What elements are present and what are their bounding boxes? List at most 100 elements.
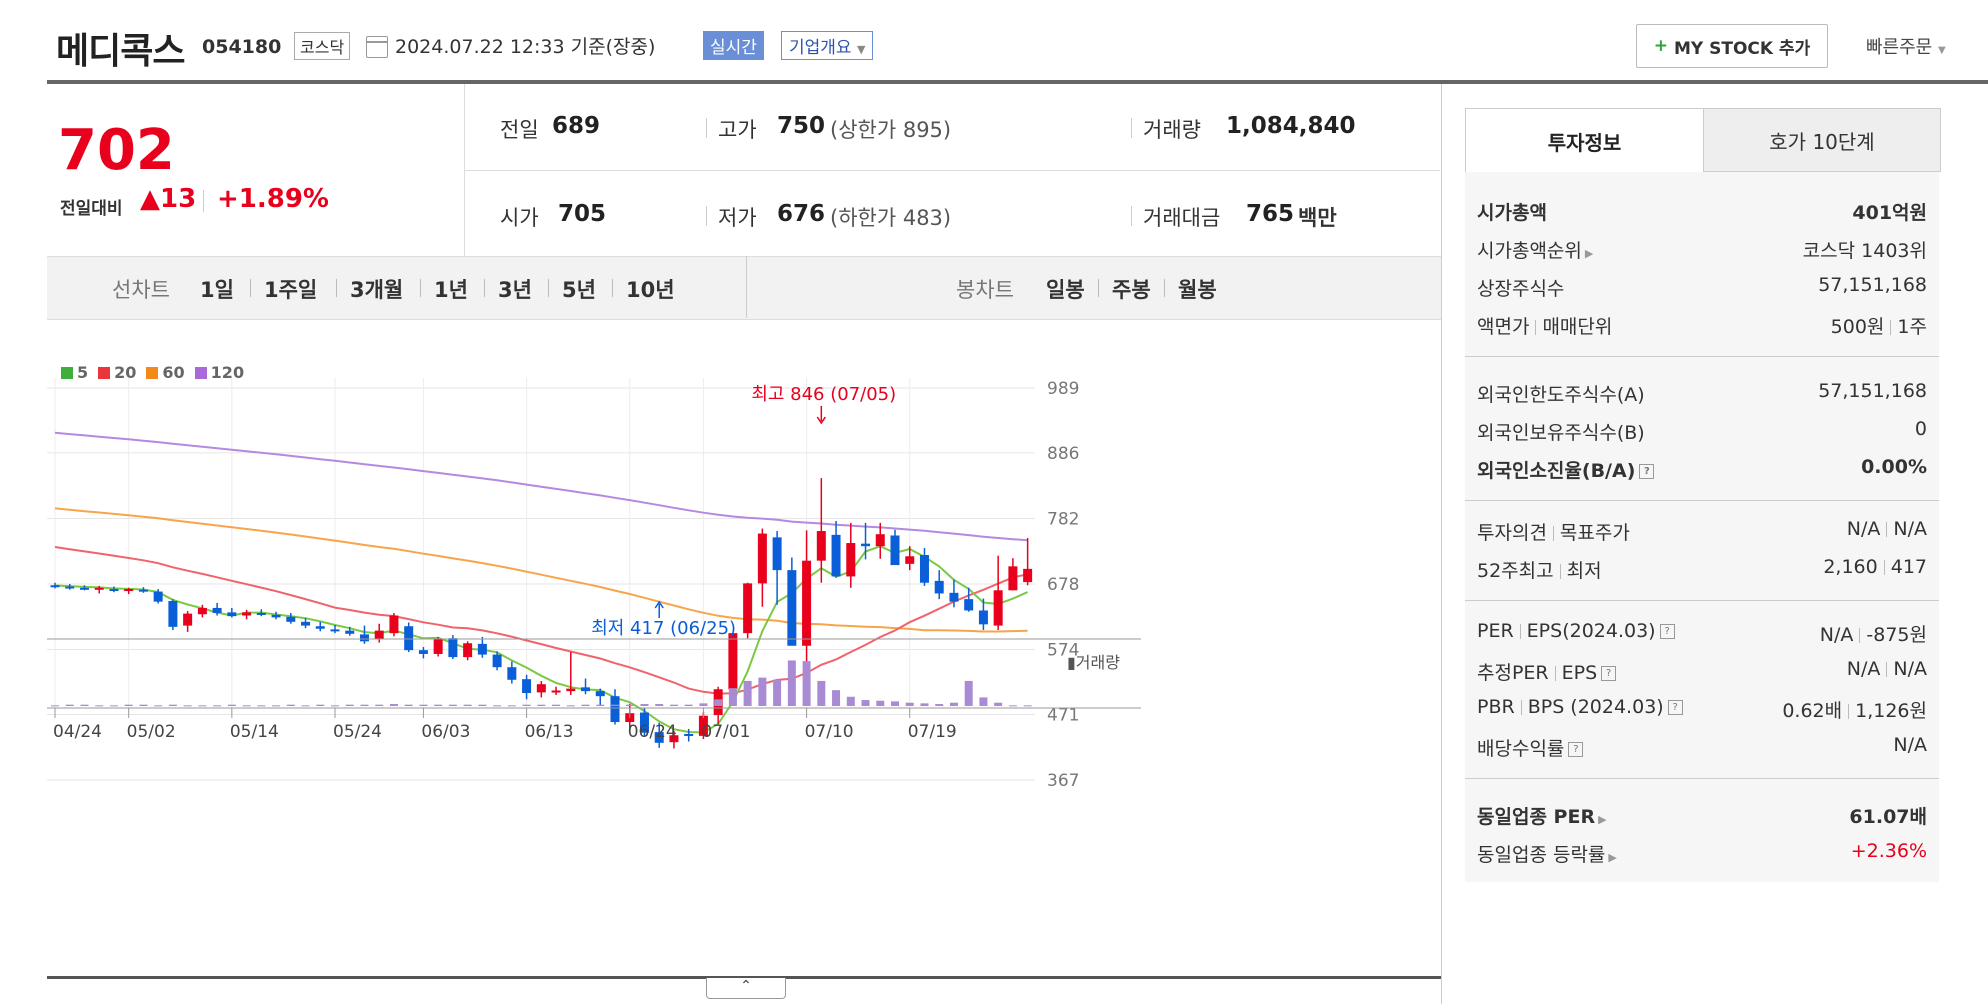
candle-body <box>94 587 104 590</box>
row-per-eps: PER EPS(2024.03)? N/A -875원 <box>1477 620 1927 646</box>
divider <box>464 170 1440 171</box>
period-1w[interactable]: 1주일 <box>264 278 318 302</box>
plus-icon: + <box>1653 36 1668 56</box>
row-est-per-eps: 추정PER EPS? N/A N/A <box>1477 658 1927 684</box>
candle-body <box>301 621 311 626</box>
y-tick-label: 989 <box>1047 379 1079 399</box>
chart-bottom-divider <box>47 976 1441 979</box>
candle-body <box>1023 568 1033 583</box>
high-value: 750 <box>777 113 826 139</box>
annotations: 최고 846 (07/05) 최저 417 (06/25) <box>591 384 896 639</box>
volume-bar <box>758 677 767 706</box>
volume-bar <box>493 705 502 707</box>
x-tick-label: 07/10 <box>805 722 854 742</box>
period-1d[interactable]: 1일 <box>200 278 234 302</box>
candle-body <box>463 643 473 658</box>
volume-bar <box>743 680 752 706</box>
trade-amount-label: 거래대금 <box>1143 206 1221 230</box>
volume-bar <box>861 700 870 706</box>
row-industry-change[interactable]: 동일업종 등락률 ▶ +2.36% <box>1477 840 1927 866</box>
max-arrow-head <box>816 416 826 425</box>
chevron-right-icon: ▶ <box>1598 813 1607 826</box>
legend-ma20: 20 <box>98 363 136 382</box>
help-icon[interactable]: ? <box>1601 666 1617 681</box>
chevron-right-icon: ▶ <box>1608 851 1617 864</box>
line-chart-label: 선차트 <box>112 278 170 302</box>
company-overview-label: 기업개요 <box>789 38 852 58</box>
volume-bar <box>832 690 841 706</box>
period-3m[interactable]: 3개월 <box>350 278 404 302</box>
quick-order-button[interactable]: 빠른주문 ▼ <box>1866 33 1946 59</box>
volume-bar <box>920 703 929 706</box>
x-tick-label: 06/24 <box>628 722 677 742</box>
x-tick-label: 05/24 <box>333 722 382 742</box>
period-weekly[interactable]: 주봉 <box>1112 278 1151 302</box>
candles <box>50 478 1033 749</box>
row-foreign-limit: 외국인한도주식수(A) 57,151,168 <box>1477 380 1927 406</box>
legend-ma120: 120 <box>194 363 244 382</box>
candle-body <box>65 586 75 589</box>
volume-bar <box>227 704 236 706</box>
row-industry-per[interactable]: 동일업종 PER ▶ 61.07배 <box>1477 806 1927 828</box>
divider <box>1465 778 1939 779</box>
period-3y[interactable]: 3년 <box>498 278 532 302</box>
invest-info-panel <box>1465 172 1939 882</box>
candle-body <box>345 630 355 634</box>
trade-amount-value: 765 <box>1246 201 1295 227</box>
row-52week: 52주최고 최저 2,160 417 <box>1477 556 1927 582</box>
volume-bar <box>596 704 605 706</box>
calendar-icon <box>366 36 388 58</box>
tab-invest-info[interactable]: 투자정보 <box>1465 108 1704 173</box>
legend-ma60: 60 <box>146 363 185 382</box>
open-value: 705 <box>558 201 607 227</box>
low-label: 저가 <box>718 206 757 230</box>
candle-body <box>153 591 163 602</box>
candle-body <box>964 599 974 611</box>
period-monthly[interactable]: 월봉 <box>1178 278 1217 302</box>
row-dividend: 배당수익률? N/A <box>1477 734 1927 760</box>
collapse-chart-button[interactable]: ⌃ <box>706 978 786 999</box>
help-icon[interactable]: ? <box>1667 700 1683 715</box>
help-icon[interactable]: ? <box>1568 742 1584 757</box>
volume-bar <box>65 704 74 706</box>
candle-body <box>875 534 885 547</box>
row-market-cap-rank[interactable]: 시가총액순위 ▶ 코스닥 1403위 <box>1477 240 1927 262</box>
y-tick-label: 471 <box>1047 705 1079 725</box>
company-overview-dropdown[interactable]: 기업개요 ▼ <box>781 31 874 60</box>
x-tick-label: 07/01 <box>701 722 750 742</box>
candle-body <box>183 613 193 626</box>
volume-bar <box>154 705 163 707</box>
tab-order-book[interactable]: 호가 10단계 <box>1703 108 1941 172</box>
current-price: 702 <box>58 118 175 183</box>
period-5y[interactable]: 5년 <box>562 278 596 302</box>
help-icon[interactable]: ? <box>1659 624 1675 639</box>
x-tick-label: 04/24 <box>53 722 102 742</box>
realtime-button[interactable]: 실시간 <box>703 31 764 60</box>
help-icon[interactable]: ? <box>1639 464 1655 479</box>
candle-body <box>861 543 871 547</box>
chart-period-bar <box>47 256 1441 320</box>
volume-bar <box>213 705 222 707</box>
candle-body <box>595 691 605 697</box>
candle-body <box>109 589 119 592</box>
price-chart[interactable]: 989 886 782 678 574 471 367 04/24 05/02 05/14 05/2… <box>47 356 1441 936</box>
candle-body <box>197 607 207 615</box>
stock-code: 054180 <box>202 36 282 58</box>
period-daily[interactable]: 일봉 <box>1046 278 1085 302</box>
volume-label: ▮거래량 <box>1067 653 1120 672</box>
candle-body <box>934 580 944 594</box>
volume-bar <box>566 705 575 707</box>
volume-bar <box>434 704 443 706</box>
volume-bar <box>448 704 457 706</box>
row-opinion: 투자의견 목표주가 N/A N/A <box>1477 518 1927 544</box>
candle-body <box>124 589 134 592</box>
add-my-stock-button[interactable]: + MY STOCK 추가 <box>1636 24 1828 68</box>
period-10y[interactable]: 10년 <box>626 278 675 302</box>
x-tick-label: 07/19 <box>908 722 957 742</box>
period-1y[interactable]: 1년 <box>434 278 468 302</box>
divider <box>203 190 204 212</box>
ma20-line <box>54 546 1028 695</box>
x-tick-label: 05/02 <box>127 722 176 742</box>
candle-body <box>816 531 826 561</box>
candle-body <box>566 688 576 692</box>
